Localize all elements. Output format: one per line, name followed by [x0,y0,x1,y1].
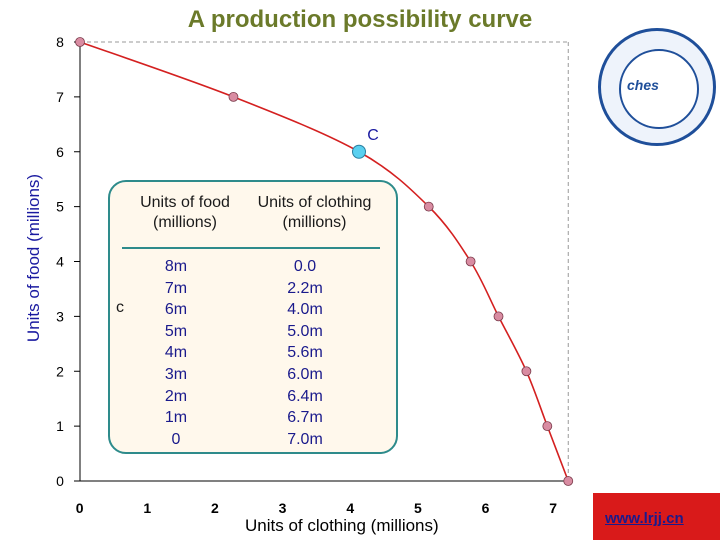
table-food-cell: 3m [164,365,188,383]
data-point [75,37,85,47]
table-food-cell: 7m [164,279,188,297]
y-tick-label: 1 [56,418,64,434]
table-food-cell: 8m [164,258,188,275]
x-tick-label: 5 [414,500,422,516]
table-clothing-cell: 5.0m [287,322,323,340]
logo-emblem: ches [619,49,699,129]
highlight-point-label: C [367,127,379,144]
table-clothing-cell: 6.0m [287,365,323,383]
table-clothing-cell: 2.2m [287,279,323,297]
data-point [542,421,553,432]
x-tick-label: 2 [211,500,219,516]
table-clothing-cell: 6.4m [287,387,323,405]
y-tick-label: 6 [56,144,64,160]
logo-text: ches [627,77,659,93]
y-tick-label: 2 [56,363,64,379]
x-tick-label: 7 [549,500,557,516]
table-header-clothing: Units of clothing (millions) [257,194,372,231]
y-tick-label: 4 [56,254,64,270]
footer-link[interactable]: www.lrjj.cn [605,510,684,527]
table-header-food: Units of food (millions) [140,194,230,231]
reference-lines [80,41,569,481]
table-food-cell: 0 [171,430,181,448]
footer-badge [593,493,720,540]
data-point [493,311,504,322]
table-row-label: c [116,299,124,316]
x-tick-label: 6 [482,500,490,516]
y-axis-label: Units of food (millions) [24,173,43,343]
table-food-cell: 6m [164,301,188,319]
chart-title: A production possibility curve [187,6,533,33]
table-divider [122,247,380,249]
x-tick-label: 0 [76,500,84,516]
data-point [521,366,532,377]
x-tick-label: 1 [143,500,151,516]
y-tick-label: 5 [56,199,64,215]
data-table [108,180,398,454]
table-clothing-cell: 7.0m [287,430,323,448]
table-clothing-column: 0.0 2.2m 4.0m 5.0m 5.6m 6.0m 6.4m 6.7m 7.0m [270,256,340,450]
data-point [228,91,239,102]
data-point [423,201,434,212]
y-tick-label: 0 [56,473,64,489]
data-point [465,256,476,267]
highlight-point-marker [352,144,366,159]
x-tick-label: 4 [346,500,354,516]
table-food-cell: 4m [164,344,188,362]
y-ticks: 0 1 2 3 4 5 6 7 8 [56,34,80,489]
table-food-cell: 1m [164,409,188,427]
university-logo: ches [598,28,716,146]
table-clothing-cell: 5.6m [287,344,323,362]
table-clothing-cell: 4.0m [287,301,323,319]
x-tick-label: 3 [279,500,287,516]
y-tick-label: 7 [56,89,64,105]
table-food-column: 8m 7m 6m 5m 4m 3m 2m 1m 0 [148,256,204,450]
data-points [75,37,574,486]
table-clothing-cell: 6.7m [287,409,323,427]
table-food-cell: 5m [164,322,188,340]
y-tick-label: 3 [56,308,64,324]
table-food-cell: 2m [164,387,188,405]
table-clothing-cell: 0.0 [293,258,317,275]
x-axis-label: Units of clothing (millions) [245,516,439,535]
highlight-point: C [352,127,379,159]
data-point [563,476,574,486]
y-tick-label: 8 [56,34,64,50]
